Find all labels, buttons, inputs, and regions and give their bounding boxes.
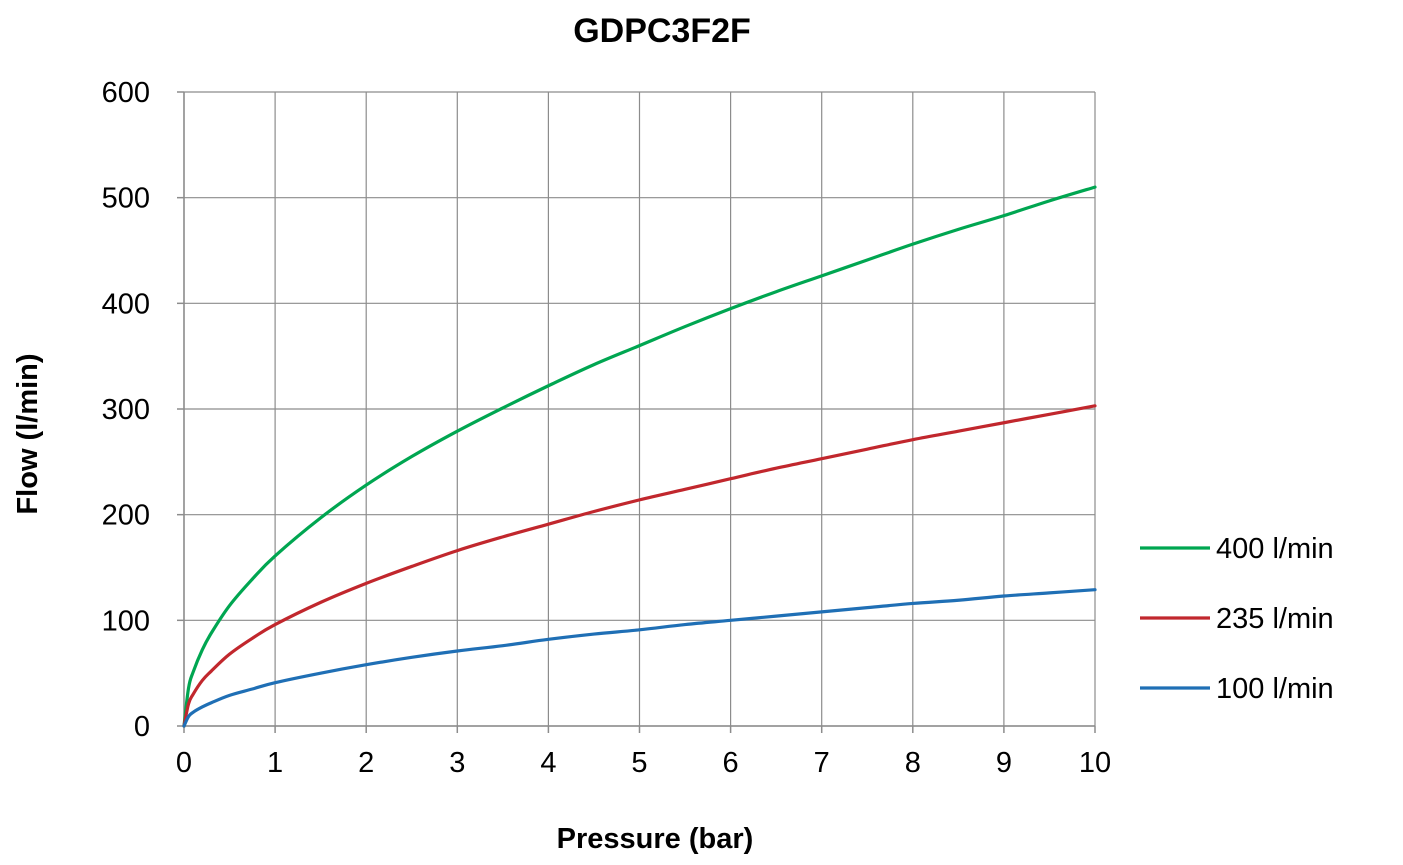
x-tick-label: 5 [631, 747, 647, 779]
y-tick-label: 400 [102, 288, 150, 320]
y-tick-label: 300 [102, 394, 150, 426]
x-tick-label: 4 [540, 747, 556, 779]
series-line-1 [182, 185, 1097, 728]
axes [177, 91, 1096, 733]
y-tick-label: 600 [102, 77, 150, 109]
series-lines [182, 185, 1097, 728]
y-tick-label: 200 [102, 500, 150, 532]
x-tick-labels: 0 1 2 3 4 5 6 7 8 9 10 [176, 747, 1111, 779]
x-tick-label: 7 [814, 747, 830, 779]
x-tick-label: 9 [996, 747, 1012, 779]
x-tick-label: 2 [358, 747, 374, 779]
legend-label: 100 l/min [1216, 673, 1334, 705]
y-tick-label: 100 [102, 605, 150, 637]
x-tick-label: 1 [267, 747, 283, 779]
legend: 400 l/min 235 l/min 100 l/min [1140, 533, 1334, 705]
x-axis-label: Pressure (bar) [557, 823, 754, 855]
legend-label: 400 l/min [1216, 533, 1334, 565]
chart-title: GDPC3F2F [573, 12, 751, 50]
x-tick-label: 10 [1079, 747, 1111, 779]
x-tick-label: 8 [905, 747, 921, 779]
legend-label: 235 l/min [1216, 603, 1334, 635]
series-line-2 [182, 404, 1097, 728]
x-tick-label: 6 [723, 747, 739, 779]
y-axis-label: Flow (l/min) [12, 353, 44, 514]
y-tick-labels: 0 100 200 300 400 500 600 [102, 77, 150, 743]
x-tick-label: 3 [449, 747, 465, 779]
series-line-3 [182, 588, 1097, 728]
y-tick-label: 500 [102, 183, 150, 215]
x-tick-label: 0 [176, 747, 192, 779]
y-tick-label: 0 [134, 711, 150, 743]
